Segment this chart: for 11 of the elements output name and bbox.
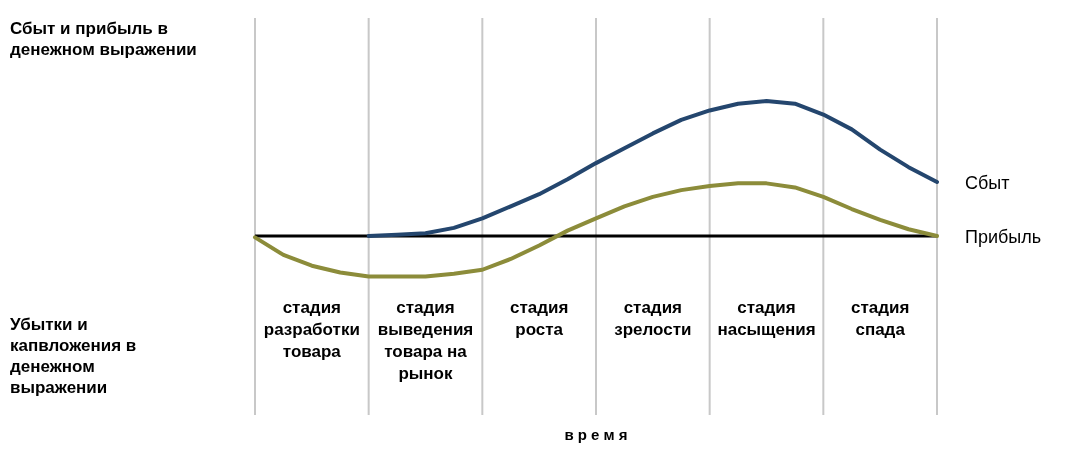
x-tick-label: стадия выведения товара на рынок	[377, 298, 474, 383]
series-label: Прибыль	[965, 227, 1042, 248]
text: Убытки и капвложения в денежном выражении	[10, 314, 138, 398]
x-tick-label: стадия роста	[509, 298, 569, 339]
x-tick-label: стадия спада	[850, 298, 910, 339]
y-axis-title: Сбыт и прибыль в денежном выражении	[10, 18, 198, 60]
series-label: Сбыт	[965, 173, 1010, 194]
x-axis-title: в р е м я	[564, 426, 628, 443]
x-tick-label: стадия зрелости	[614, 298, 692, 339]
x-tick-label: стадия разработки товара	[263, 298, 360, 361]
x-tick-label: стадия насыщения	[717, 298, 816, 339]
